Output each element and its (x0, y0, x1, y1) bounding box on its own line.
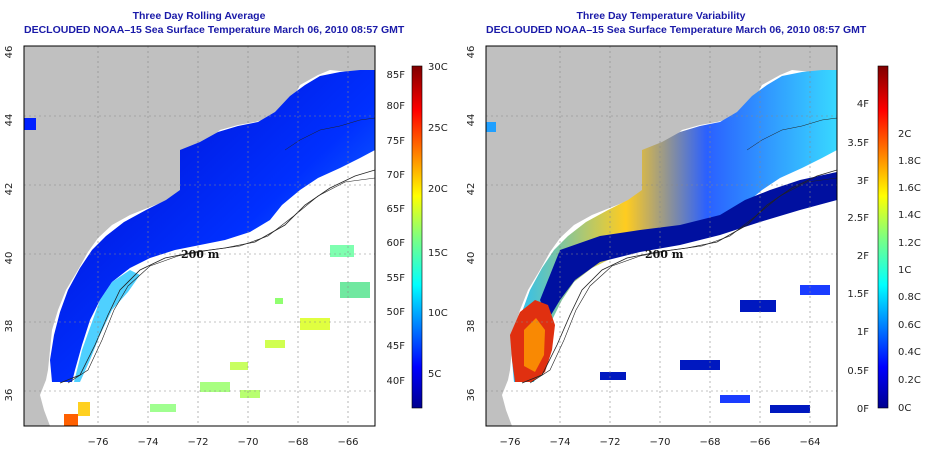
right-cb-f-label: 3F (857, 176, 869, 187)
left-xtick: −70 (237, 437, 258, 448)
right-cb-f-label: 0F (857, 404, 869, 415)
left-xtick: −72 (187, 437, 208, 448)
right-map (486, 46, 837, 426)
right-cb-f-label: 2F (857, 251, 869, 262)
left-colorbar: 85F 80F 75F 70F 65F 60F 55F 50F 45F 40F … (387, 62, 448, 409)
left-ytick: 36 (4, 389, 15, 402)
right-ytick: 46 (466, 46, 477, 59)
left-ytick: 46 (4, 46, 15, 59)
right-cb-c-label: 1.2C (898, 238, 921, 249)
right-cb-f-label: 3.5F (847, 138, 869, 149)
right-ytick: 40 (466, 252, 477, 265)
right-x-ticks: −76 −74 −72 −70 −68 −66 −64 (499, 437, 820, 448)
right-xtick: −64 (799, 437, 820, 448)
right-cb-f-label: 4F (857, 99, 869, 110)
left-x-ticks: −76 −74 −72 −70 −68 −66 (87, 437, 358, 448)
right-cb-c-label: 0.2C (898, 375, 921, 386)
left-y-ticks: 36 38 40 42 44 46 (4, 46, 15, 402)
left-contour-label: 200 m (181, 248, 220, 261)
right-xtick: −66 (749, 437, 770, 448)
left-cb-f-label: 60F (387, 238, 406, 249)
left-ytick: 38 (4, 320, 15, 333)
left-cb-f-label: 70F (387, 170, 406, 181)
right-cb-c-label: 0.8C (898, 292, 921, 303)
left-xtick: −68 (287, 437, 308, 448)
right-ytick: 38 (466, 320, 477, 333)
right-cb-c-label: 1C (898, 265, 911, 276)
left-cb-f-label: 75F (387, 136, 406, 147)
left-200m-contour (59, 169, 375, 384)
right-cb-f-label: 1F (857, 327, 869, 338)
right-cb-c-label: 2C (898, 129, 911, 140)
left-cb-f-label: 45F (387, 341, 406, 352)
left-cb-f-label: 55F (387, 273, 406, 284)
right-ytick: 36 (466, 389, 477, 402)
left-map (24, 46, 375, 426)
right-cb-f-label: 2.5F (847, 213, 869, 224)
left-cb-f-label: 65F (387, 204, 406, 215)
right-xtick: −70 (649, 437, 670, 448)
right-cb-f-label: 1.5F (847, 289, 869, 300)
right-xtick: −76 (499, 437, 520, 448)
left-map-subtitle: DECLOUDED NOAA–15 Sea Surface Temperatur… (24, 24, 405, 36)
right-xtick: −68 (699, 437, 720, 448)
left-cb-f-label: 85F (387, 70, 406, 81)
right-y-ticks: 36 38 40 42 44 46 (466, 46, 477, 402)
right-cb-f-label: 0.5F (847, 366, 869, 377)
right-map-subtitle: DECLOUDED NOAA–15 Sea Surface Temperatur… (486, 24, 867, 36)
left-xtick: −74 (137, 437, 158, 448)
left-cb-c-label: 15C (428, 248, 448, 259)
left-xtick: −76 (87, 437, 108, 448)
left-land (24, 46, 375, 426)
right-cb-c-label: 1.4C (898, 210, 921, 221)
right-colorbar: 4F 3.5F 3F 2.5F 2F 1.5F 1F 0.5F 0F 2C 1.… (847, 65, 921, 415)
left-cb-f-label: 50F (387, 307, 406, 318)
right-cb-c-label: 1.6C (898, 183, 921, 194)
right-map-frame (485, 45, 838, 427)
right-land (486, 46, 837, 426)
left-xtick: −66 (337, 437, 358, 448)
right-map-title: Three Day Temperature Variability (576, 10, 746, 22)
left-map-title: Three Day Rolling Average (132, 10, 266, 22)
right-cb-c-label: 1.8C (898, 156, 921, 167)
left-cb-c-label: 30C (428, 62, 448, 73)
left-ytick: 42 (4, 183, 15, 196)
right-xtick: −72 (599, 437, 620, 448)
left-map-frame (23, 45, 376, 427)
left-ocean-sst (50, 70, 375, 382)
right-cb-c-label: 0C (898, 403, 911, 414)
left-cb-c-label: 5C (428, 369, 441, 380)
left-cb-f-label: 80F (387, 101, 406, 112)
left-cb-c-label: 20C (428, 184, 448, 195)
right-xtick: −74 (549, 437, 570, 448)
right-contour-label: 200 m (645, 248, 684, 261)
right-cb-c-label: 0.4C (898, 347, 921, 358)
left-cb-f-label: 40F (387, 376, 406, 387)
right-ytick: 44 (466, 114, 477, 127)
right-ytick: 42 (466, 183, 477, 196)
left-cb-c-label: 25C (428, 123, 448, 134)
left-ytick: 40 (4, 252, 15, 265)
right-cb-c-label: 0.6C (898, 320, 921, 331)
left-cb-c-label: 10C (428, 308, 448, 319)
left-ytick: 44 (4, 114, 15, 127)
